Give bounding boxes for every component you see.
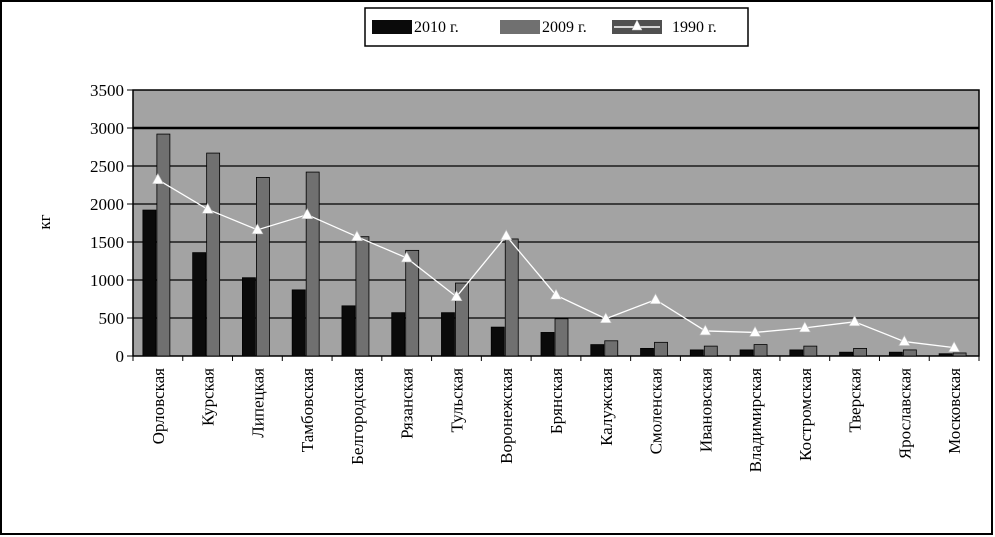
legend: 2010 г. 2009 г. 1990 г. <box>364 7 749 47</box>
x-tick-label: Ивановская <box>696 368 715 452</box>
point-1990 <box>699 324 712 336</box>
plot-area <box>132 89 980 357</box>
legend-label-2009: 2009 г. <box>542 19 587 36</box>
point-1990 <box>450 290 463 302</box>
legend-swatch-2009 <box>500 20 540 34</box>
x-tick-label: Владимирская <box>746 368 765 473</box>
x-tick-label: Белгородская <box>348 368 367 465</box>
point-1990 <box>151 173 164 184</box>
x-tick-label: Калужская <box>597 368 616 446</box>
point-1990 <box>301 208 314 219</box>
point-1990 <box>599 312 612 324</box>
x-tick-label: Костромская <box>796 368 815 461</box>
x-axis: Орловская Курская Липецкая Тамбовская Белгор… <box>132 356 980 473</box>
gridlines <box>133 126 979 319</box>
bar-2010 <box>888 351 903 357</box>
y-tick-label: 2500 <box>90 157 124 176</box>
x-tick-label: Курская <box>199 368 218 426</box>
bar-2009 <box>604 340 619 357</box>
x-tick-label: Орловская <box>149 368 168 445</box>
x-tick-label: Воронежская <box>497 368 516 464</box>
bar-2010 <box>142 209 157 357</box>
bar-2009 <box>206 152 221 357</box>
point-1990 <box>549 288 563 300</box>
y-tick-label: 3000 <box>90 119 124 138</box>
bars <box>142 133 967 357</box>
y-axis: 0 500 1000 1500 2000 2500 3000 3500 <box>90 81 133 366</box>
bar-2009 <box>902 349 917 357</box>
bar-2010 <box>689 349 704 357</box>
x-tick-label: Ярославская <box>895 368 914 459</box>
x-tick-label: Тверская <box>846 368 865 433</box>
y-tick-label: 500 <box>99 309 125 328</box>
bar-2009 <box>803 345 818 357</box>
bar-2009 <box>256 176 270 357</box>
bar-2009 <box>355 236 370 357</box>
bar-2009 <box>753 344 768 357</box>
bar-2009 <box>504 238 519 357</box>
x-tick-label: Московская <box>945 368 964 454</box>
bar-2010 <box>839 351 853 357</box>
bar-2010 <box>789 349 804 357</box>
bar-2010 <box>938 353 953 357</box>
point-1990 <box>798 321 811 333</box>
bar-2010 <box>341 305 356 357</box>
point-1990 <box>649 293 662 305</box>
x-tick-label: Тамбовская <box>298 368 317 452</box>
bar-2009 <box>853 347 867 357</box>
y-tick-label: 1500 <box>90 233 124 252</box>
bar-2010 <box>590 344 605 357</box>
y-tick-label: 2000 <box>90 195 124 214</box>
point-1990 <box>400 251 413 263</box>
x-tick-label: Смоленская <box>647 368 666 455</box>
bar-2009 <box>305 171 320 357</box>
legend-frame <box>364 7 749 47</box>
bar-2009 <box>554 318 569 357</box>
y-axis-title: кг <box>35 214 54 229</box>
x-tick-label: Брянская <box>547 368 566 434</box>
bar-2009 <box>455 282 469 357</box>
point-1990 <box>350 230 363 241</box>
bar-2010 <box>640 347 654 357</box>
point-1990 <box>898 334 911 346</box>
bar-2010 <box>490 326 505 357</box>
x-tick-label: Тульская <box>447 368 466 433</box>
bar-2010 <box>391 312 406 357</box>
bar-2010 <box>441 312 455 357</box>
bar-2009 <box>405 249 420 357</box>
bar-2010 <box>540 332 555 357</box>
bar-2010 <box>291 289 306 357</box>
bar-2009 <box>156 133 171 357</box>
legend-label-1990: 1990 г. <box>672 19 717 36</box>
y-tick-label: 3500 <box>90 81 124 100</box>
point-1990 <box>500 229 513 241</box>
bar-2009 <box>952 352 967 357</box>
point-1990 <box>201 202 214 214</box>
legend-marker-1990 <box>631 19 643 31</box>
bar-2010 <box>739 349 754 357</box>
point-1990 <box>749 325 762 337</box>
y-tick-label: 0 <box>116 347 125 366</box>
y-tick-label: 1000 <box>90 271 124 290</box>
legend-swatch-2010 <box>372 20 412 34</box>
bar-2010 <box>242 277 256 357</box>
bar-2009 <box>703 345 718 357</box>
x-tick-label: Рязанская <box>398 368 417 439</box>
x-tick-label: Липецкая <box>248 368 267 438</box>
bar-2010 <box>192 252 207 357</box>
legend-label-2010: 2010 г. <box>414 19 459 36</box>
point-1990 <box>251 223 264 235</box>
point-1990 <box>848 315 861 327</box>
bar-2009 <box>654 341 668 357</box>
point-1990 <box>948 341 961 352</box>
line-series <box>151 173 961 352</box>
